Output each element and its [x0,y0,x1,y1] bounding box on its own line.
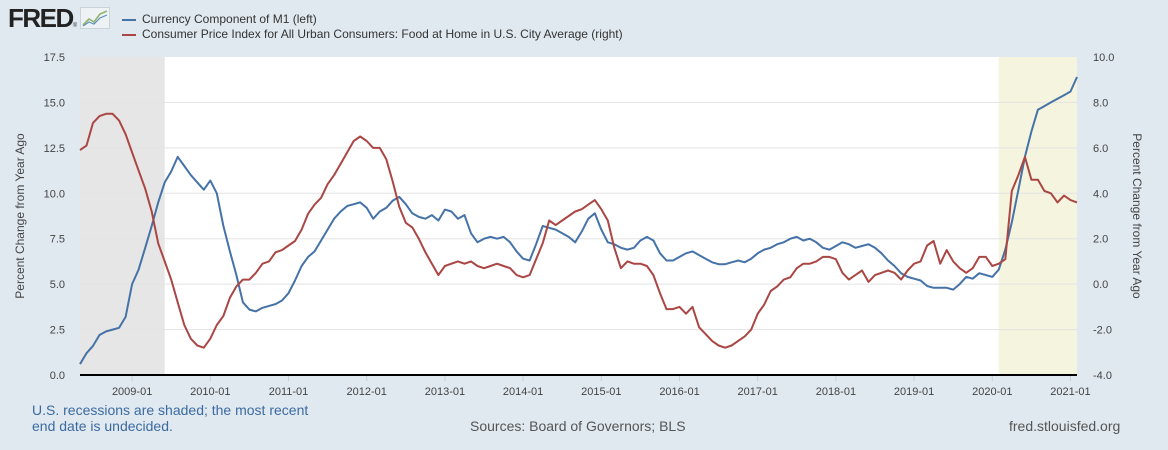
currency-line[interactable] [79,76,1078,365]
registered-mark: ® [72,23,78,29]
series-lines [79,76,1078,365]
x-tick-label: 2016-01 [659,386,699,398]
x-tick-label: 2014-01 [503,386,543,398]
y-tick-label-left: 10.0 [44,188,65,200]
fred-logo-text: FRED [8,3,74,33]
recession-note: U.S. recessions are shaded; the most rec… [32,402,309,434]
x-tick-label: 2018-01 [816,386,856,398]
plot-background [80,57,1077,375]
site-link[interactable]: fred.stlouisfed.org [1009,418,1121,434]
cpi-food-line[interactable] [79,112,1078,349]
y-axis-right-title: Percent Change from Year Ago [1130,133,1144,299]
x-tick-label: 2020-01 [972,386,1012,398]
x-tick-label: 2015-01 [581,386,621,398]
recession-band [998,57,1077,375]
y-tick-label-left: 2.5 [50,325,65,337]
y-axis-left: 0.0 2.5 5.0 7.5 10.0 12.5 15.0 17.5 [44,52,65,382]
x-tick-label: 2011-01 [269,386,309,398]
y-tick-label-left: 15.0 [44,97,65,109]
line-chart[interactable]: 2009-01 2010-01 2011-01 2012-01 2013-01 2014-… [0,0,1168,400]
y-tick-label-left: 5.0 [50,279,65,291]
legend-swatch-currency [122,18,136,21]
y-tick-label-right: -4.0 [1093,370,1112,382]
y-tick-label-left: 0.0 [50,370,65,382]
y-tick-label-right: 6.0 [1093,143,1108,155]
x-tick-label: 2017-01 [738,386,778,398]
y-axis-right: -4.0 -2.0 0.0 2.0 4.0 6.0 8.0 10.0 [1093,52,1114,382]
gridlines [80,101,1077,331]
line-chart-icon [80,7,111,29]
legend-item-cpi[interactable]: Consumer Price Index for All Urban Consu… [122,27,623,42]
legend-label-currency: Currency Component of M1 (left) [142,12,317,26]
sources-text: Sources: Board of Governors; BLS [470,418,686,434]
y-tick-label-left: 17.5 [44,52,65,64]
plot-area [80,57,1077,375]
legend-label-cpi: Consumer Price Index for All Urban Consu… [142,27,623,41]
y-tick-label-right: 2.0 [1093,234,1108,246]
y-tick-label-right: 4.0 [1093,188,1108,200]
legend-swatch-cpi [122,33,136,36]
x-tick-label: 2009-01 [112,386,152,398]
y-tick-label-right: -2.0 [1093,325,1112,337]
x-tick-label: 2013-01 [425,386,465,398]
x-tick-label: 2021-01 [1050,386,1090,398]
chart-legend: Currency Component of M1 (left) Consumer… [122,12,623,42]
y-tick-label-right: 8.0 [1093,97,1108,109]
fred-logo[interactable]: FRED ® [8,3,111,33]
x-tick-label: 2010-01 [190,386,230,398]
x-tick-label: 2012-01 [347,386,387,398]
x-axis: 2009-01 2010-01 2011-01 2012-01 2013-01 2014-… [80,374,1091,398]
x-tick-label: 2019-01 [894,386,934,398]
y-tick-label-right: 10.0 [1093,52,1114,64]
y-tick-label-left: 12.5 [44,143,65,155]
y-tick-label-left: 7.5 [50,234,65,246]
y-axis-left-title: Percent Change from Year Ago [13,133,27,299]
legend-item-currency[interactable]: Currency Component of M1 (left) [122,12,623,27]
y-tick-label-right: 0.0 [1093,279,1108,291]
